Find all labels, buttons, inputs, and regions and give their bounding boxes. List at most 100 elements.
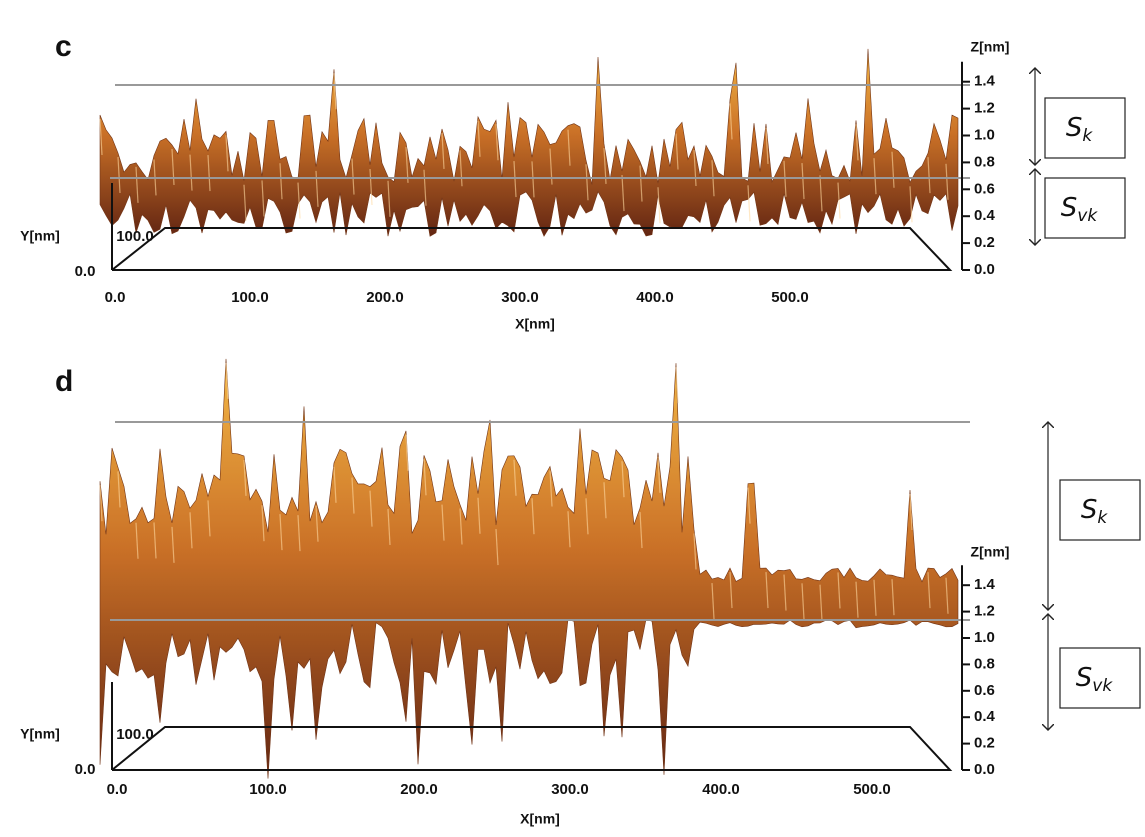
surface-highlight [405,146,409,183]
surface-highlight [639,512,643,549]
surface-highlight [747,487,751,524]
surface-highlight [351,477,355,514]
z-tick-label: 0.2 [974,234,995,251]
surface-highlight [621,175,625,212]
surface-highlight [873,158,877,195]
z-tick-label: 0.4 [974,708,996,725]
z-tick-label: 1.2 [974,603,995,620]
z-tick-label: 1.4 [974,576,996,593]
y-axis-title: Y[nm] [20,228,60,244]
surface-highlight [531,498,535,535]
surface-highlight [99,485,103,522]
z-tick-label: 1.0 [974,126,995,143]
surface-highlight [387,180,391,217]
y-tick-label: 100.0 [116,726,154,743]
surface-highlight [99,118,103,156]
parameter-box [1044,97,1126,159]
z-axis-title: Z[nm] [971,544,1010,560]
surface-highlight [171,526,175,563]
x-axis-title: X[nm] [515,316,555,332]
surface-highlight [135,522,139,559]
surface-highlight [423,459,427,496]
surface-highlight [693,533,697,570]
y-tick-label: 100.0 [116,228,154,245]
surface-highlight [873,579,877,616]
surface-highlight [513,161,517,198]
x-tick-label: 200.0 [366,289,404,306]
surface-highlight [801,163,805,200]
surface-highlight [477,497,481,534]
surface-highlight [711,583,715,620]
surface-highlight [459,150,463,187]
surface-highlight [585,164,589,201]
surface-highlight [909,186,913,223]
surface-highlight [675,367,679,404]
parameter-symbol: S [1061,193,1078,223]
surface-highlight [333,466,337,503]
z-tick-label: 0.8 [974,655,995,672]
surface-highlight [351,158,355,195]
z-tick-label: 0.6 [974,682,995,699]
x-tick-label: 500.0 [853,781,891,798]
surface-highlight [243,184,247,221]
surface-highlight [261,180,265,217]
z-tick-label: 0.6 [974,180,995,197]
y-tick-label: 0.0 [75,263,96,280]
surface-highlight [909,493,913,531]
surface [99,48,959,237]
surface-highlight [279,163,283,200]
x-tick-label: 400.0 [702,781,740,798]
surface-highlight [891,579,895,616]
surface-highlight [657,456,661,493]
surface-highlight [207,500,211,537]
surface-highlight [225,135,229,172]
surface-highlight [927,157,931,194]
surface-highlight [297,182,301,219]
surface-highlight [783,574,787,611]
surface-highlight [675,133,679,170]
surface-highlight [639,165,643,202]
z-tick-label: 0.2 [974,735,995,752]
y-axis-title: Y[nm] [20,726,60,742]
parameter-label: Sk [1066,113,1094,147]
surface-highlight [567,129,571,166]
x-tick-label: 400.0 [636,289,674,306]
x-tick-label: 300.0 [551,781,589,798]
surface-highlight [765,127,769,164]
parameter-box [1044,177,1126,239]
panel-label: c [55,30,72,63]
surface-highlight [243,459,247,496]
surface-highlight [495,124,499,161]
surface-highlight [315,505,319,542]
surface-highlight [945,163,949,200]
surface-highlight [369,168,373,206]
surface-highlight [117,471,121,508]
surface-highlight [369,490,373,527]
z-tick-label: 1.4 [974,73,996,90]
parameter-label: Sk [1081,495,1109,529]
z-tick-label: 0.0 [974,761,995,778]
x-tick-label: 100.0 [249,781,287,798]
z-tick-label: 1.0 [974,629,995,646]
parameter-symbol: S [1081,495,1098,525]
surface-highlight [189,512,193,549]
surface-highlight [855,124,859,161]
parameter-label: Svk [1076,663,1114,697]
surface-highlight [819,584,823,621]
parameter-symbol: S [1076,663,1093,693]
panel-label: d [55,365,73,398]
surface-highlight [387,508,391,546]
parameter-label: Svk [1061,193,1099,227]
surface-highlight [117,156,121,194]
surface-highlight [477,120,481,157]
surface-highlight [837,572,841,609]
parameter-box [1059,647,1141,709]
z-tick-label: 1.2 [974,100,995,117]
surface-highlight [693,149,697,187]
z-tick-label: 0.4 [974,207,996,224]
surface-highlight [549,470,553,507]
x-tick-label: 200.0 [400,781,438,798]
parameter-subscript: vk [1092,676,1113,696]
surface-highlight [423,169,427,206]
surface-highlight [603,482,607,519]
